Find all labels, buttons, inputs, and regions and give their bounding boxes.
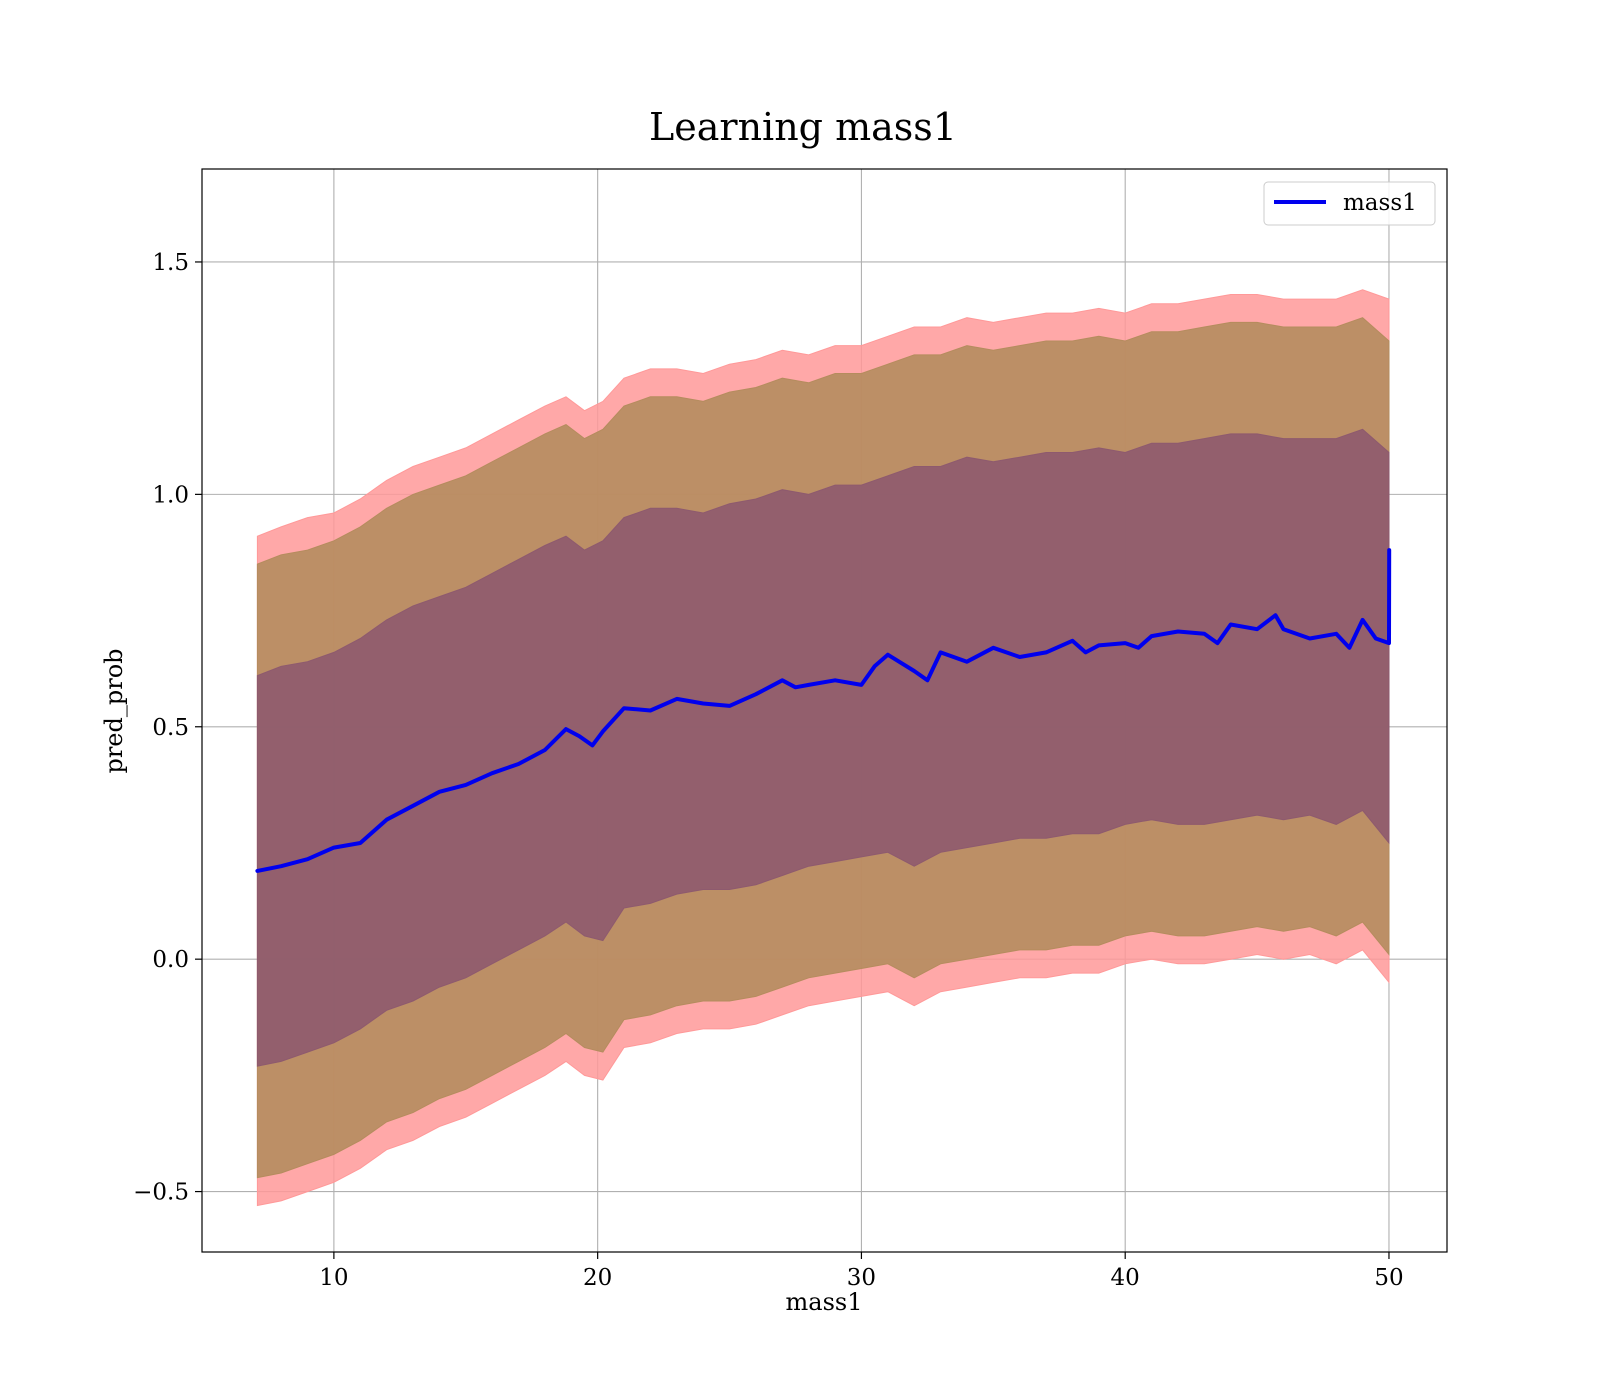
y-tick-label-0: −0.5 [133,1180,189,1206]
confidence-bands [256,289,1390,1207]
y-tick-label-2: 0.5 [152,715,189,741]
y-axis-label: pred_prob [100,648,128,773]
series-line-layer [255,548,1392,873]
y-tick-label-4: 1.5 [152,250,189,276]
chart-title: Learning mass1 [649,105,957,149]
band-inner [256,428,1390,1067]
legend[interactable]: mass1 [1263,181,1436,226]
legend-entry-mass1: mass1 [1343,190,1417,216]
y-tick-label-3: 1.0 [152,482,189,508]
x-axis-label: mass1 [786,1288,863,1316]
series-line-mass1 [255,548,1392,873]
axis-ticks: 10 20 30 40 50 −0.5 0.0 0.5 1.0 1.5 [133,250,1403,1291]
x-tick-label-30: 30 [847,1265,876,1291]
y-tick-label-1: 0.0 [152,947,189,973]
plot-frame [201,168,1448,1253]
x-tick-label-50: 50 [1374,1265,1403,1291]
legend-box [1263,181,1436,226]
x-tick-label-40: 40 [1111,1265,1140,1291]
x-tick-label-10: 10 [319,1265,348,1291]
x-tick-label-20: 20 [583,1265,612,1291]
